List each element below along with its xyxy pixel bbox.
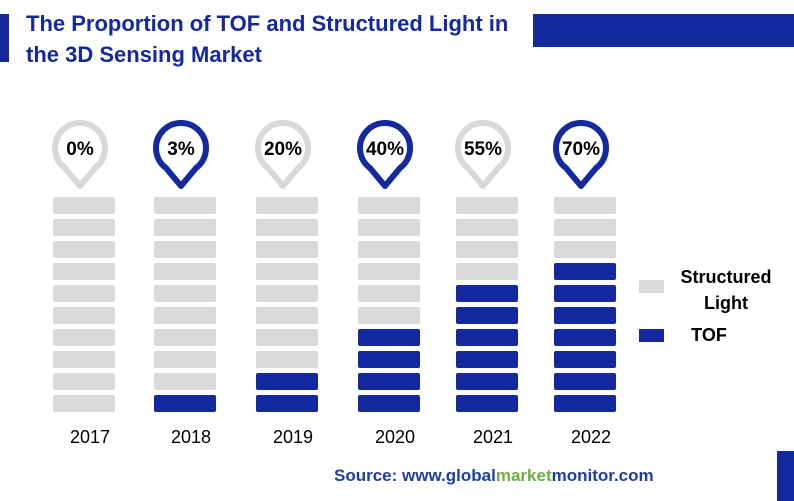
x-tick-label: 2017: [70, 427, 110, 447]
bar-segment-structured: [358, 307, 420, 324]
bar-segment-tof: [456, 285, 518, 302]
x-tick-label: 2020: [375, 427, 415, 447]
pin-marker: [357, 120, 413, 189]
source-prefix: Source: www.: [334, 466, 446, 485]
bar-segment-tof: [456, 329, 518, 346]
bar-segment-structured: [456, 219, 518, 236]
source-suffix: .com: [613, 466, 654, 485]
bar-segment-tof: [358, 395, 420, 412]
bar-segment-tof: [256, 395, 318, 412]
accent-bar-left: [0, 14, 9, 62]
bar-segment-structured: [256, 219, 318, 236]
bar-segment-structured: [256, 351, 318, 368]
bar-segment-tof: [154, 395, 216, 412]
bar-segment-structured: [154, 241, 216, 258]
data-label: 55%: [464, 139, 502, 160]
pin-marker: [153, 120, 209, 189]
bar-segment-tof: [554, 373, 616, 390]
bar-segment-structured: [256, 263, 318, 280]
bar-segment-structured: [456, 241, 518, 258]
accent-bar-bottom: [777, 451, 794, 501]
bar-segment-structured: [154, 329, 216, 346]
bar-segment-structured: [456, 263, 518, 280]
legend-label-tof: TOF: [691, 325, 727, 345]
bar-segment-structured: [53, 197, 115, 214]
bar-segment-tof: [358, 329, 420, 346]
bar-segment-structured: [154, 263, 216, 280]
bar-segment-structured: [154, 351, 216, 368]
bar-segment-structured: [154, 219, 216, 236]
bar-segment-structured: [554, 197, 616, 214]
bar-segment-tof: [456, 307, 518, 324]
bar-segment-tof: [554, 263, 616, 280]
x-tick-label: 2021: [473, 427, 513, 447]
data-label: 20%: [264, 139, 302, 160]
bar-segment-structured: [154, 373, 216, 390]
data-label: 70%: [562, 139, 600, 160]
bar-segment-structured: [53, 395, 115, 412]
bar-segment-structured: [53, 285, 115, 302]
source-monitor: monitor: [551, 466, 614, 485]
bar-segment-structured: [358, 263, 420, 280]
pin-marker: [455, 120, 511, 189]
bar-segment-tof: [358, 373, 420, 390]
x-tick-label: 2018: [171, 427, 211, 447]
bar-segment-structured: [53, 241, 115, 258]
legend-label-structured: Light: [704, 293, 748, 313]
source-market: market: [495, 466, 552, 485]
legend-swatch-tof: [639, 329, 664, 342]
source-credit: Source: www.globalmarketmonitor.com: [334, 466, 654, 486]
chart-title: The Proportion of TOF and Structured Lig…: [26, 11, 509, 67]
bar-segment-structured: [154, 307, 216, 324]
accent-bar-top: [533, 14, 794, 47]
pin-marker: [553, 120, 609, 189]
bar-segment-structured: [53, 373, 115, 390]
bar-segment-tof: [456, 373, 518, 390]
pin-marker: [255, 120, 311, 189]
x-tick-label: 2022: [571, 427, 611, 447]
bar-segment-tof: [554, 395, 616, 412]
data-label: 3%: [167, 139, 195, 160]
bar-segment-tof: [554, 285, 616, 302]
bar-segment-structured: [358, 285, 420, 302]
bar-segment-structured: [256, 241, 318, 258]
bar-segment-structured: [256, 307, 318, 324]
bar-segment-tof: [456, 395, 518, 412]
bar-segment-structured: [53, 219, 115, 236]
bar-segment-structured: [256, 329, 318, 346]
source-global: global: [445, 466, 496, 485]
bar-segment-tof: [554, 307, 616, 324]
bar-segment-structured: [53, 351, 115, 368]
bar-segment-structured: [554, 241, 616, 258]
bar-segment-structured: [154, 197, 216, 214]
bar-segment-structured: [256, 197, 318, 214]
legend-label-structured: Structured: [680, 267, 771, 287]
bar-segment-structured: [53, 329, 115, 346]
data-label: 40%: [366, 139, 404, 160]
pin-marker: [52, 120, 108, 189]
bar-segment-structured: [53, 263, 115, 280]
data-label: 0%: [66, 139, 94, 160]
bar-segment-structured: [456, 197, 518, 214]
bar-segment-structured: [358, 219, 420, 236]
legend-swatch-structured: [639, 280, 664, 293]
bar-segment-structured: [358, 197, 420, 214]
bar-segment-tof: [358, 351, 420, 368]
bar-segment-tof: [456, 351, 518, 368]
bar-segment-structured: [53, 307, 115, 324]
bar-segment-structured: [256, 285, 318, 302]
bar-segment-structured: [554, 219, 616, 236]
bar-segment-structured: [154, 285, 216, 302]
x-tick-label: 2019: [273, 427, 313, 447]
bar-segment-tof: [256, 373, 318, 390]
bar-segment-tof: [554, 329, 616, 346]
bar-segment-structured: [358, 241, 420, 258]
bar-segment-tof: [554, 351, 616, 368]
